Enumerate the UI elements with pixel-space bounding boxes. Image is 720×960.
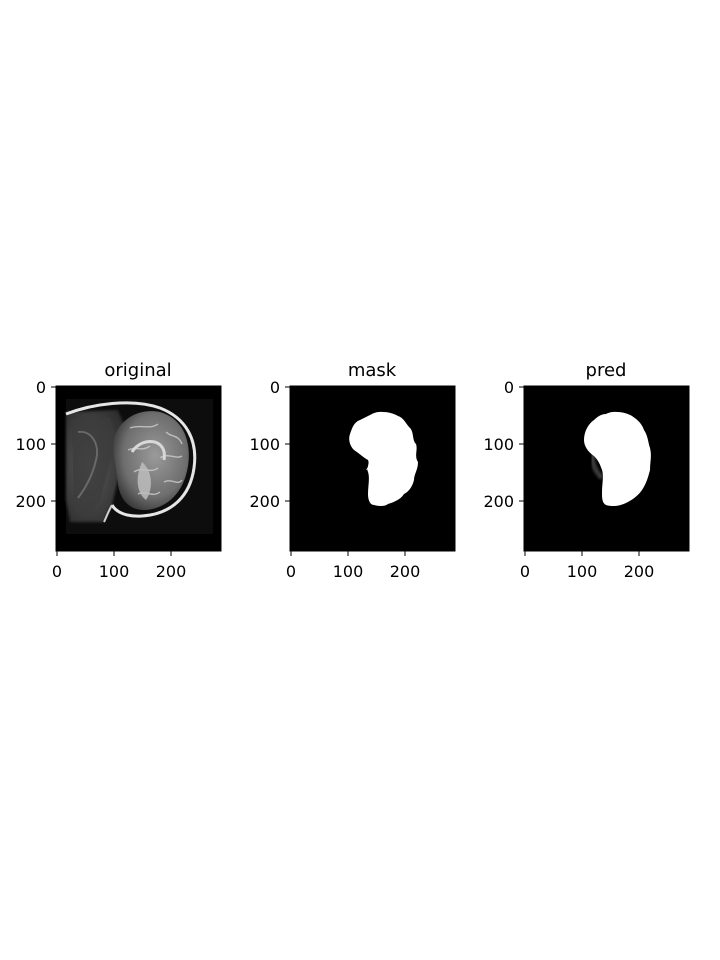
axes-frame <box>289 385 456 552</box>
panel-pred: pred 0 100 200 0 100 200 <box>483 360 690 581</box>
x-axis: 0 100 200 <box>286 551 420 581</box>
x-axis: 0 100 200 <box>52 551 186 581</box>
y-tick-label: 100 <box>249 435 280 454</box>
panel-mask: mask 0 100 200 0 100 200 <box>249 360 456 581</box>
y-tick-label: 200 <box>483 492 514 511</box>
y-axis: 0 100 200 <box>483 378 524 511</box>
mask-region <box>349 411 418 506</box>
panel-original: original <box>15 360 222 581</box>
panel-title: mask <box>348 360 397 381</box>
y-tick-label: 0 <box>36 378 46 397</box>
pred-region <box>584 411 651 507</box>
axes-frame <box>523 385 690 552</box>
x-tick-label: 100 <box>567 562 598 581</box>
x-tick-label: 200 <box>624 562 655 581</box>
x-tick-label: 100 <box>99 562 130 581</box>
y-tick-label: 0 <box>270 378 280 397</box>
x-tick-label: 100 <box>333 562 364 581</box>
panel-title: pred <box>586 360 627 381</box>
mri-image <box>56 386 221 551</box>
y-tick-label: 100 <box>15 435 46 454</box>
pred-image <box>524 386 689 551</box>
x-tick-label: 200 <box>390 562 421 581</box>
y-axis: 0 100 200 <box>249 378 290 511</box>
axes-frame <box>55 385 222 552</box>
x-tick-label: 0 <box>520 562 530 581</box>
y-tick-label: 100 <box>483 435 514 454</box>
y-tick-label: 0 <box>504 378 514 397</box>
mask-image <box>290 386 455 551</box>
x-tick-label: 200 <box>156 562 187 581</box>
y-tick-label: 200 <box>15 492 46 511</box>
y-axis: 0 100 200 <box>15 378 56 511</box>
y-tick-label: 200 <box>249 492 280 511</box>
x-tick-label: 0 <box>286 562 296 581</box>
x-tick-label: 0 <box>52 562 62 581</box>
panel-title: original <box>104 360 171 381</box>
x-axis: 0 100 200 <box>520 551 654 581</box>
